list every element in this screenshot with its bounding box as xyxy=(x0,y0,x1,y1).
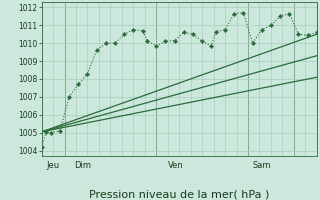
Text: Ven: Ven xyxy=(168,161,183,170)
Text: Sam: Sam xyxy=(252,161,271,170)
Text: Dim: Dim xyxy=(74,161,91,170)
Text: Jeu: Jeu xyxy=(46,161,59,170)
Text: Pression niveau de la mer( hPa ): Pression niveau de la mer( hPa ) xyxy=(89,190,269,200)
